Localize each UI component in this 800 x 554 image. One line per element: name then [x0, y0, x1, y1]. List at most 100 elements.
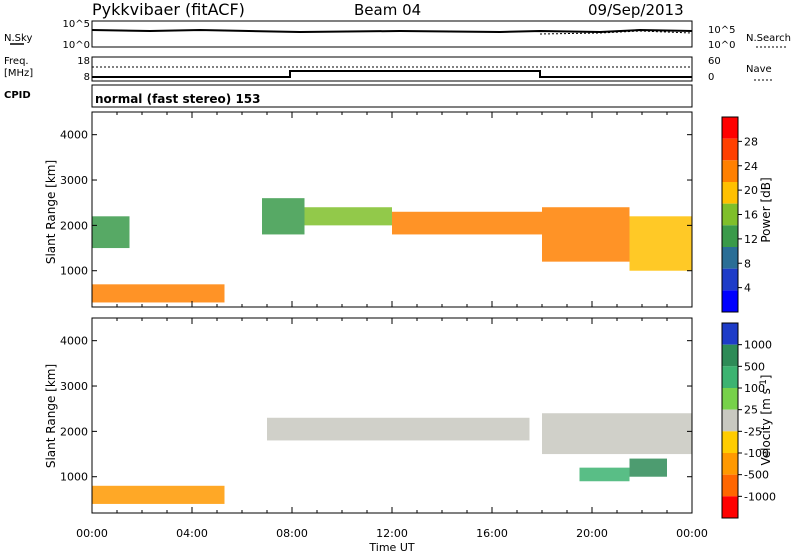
- velocity-panel: 1000 2000 3000 4000 Slant Range [km] 1000 50…: [44, 317, 776, 519]
- power-ytick-label: 3000: [60, 174, 88, 187]
- velocity-colorbar-segment: [722, 344, 738, 367]
- velocity-heatmap: [92, 413, 692, 504]
- power-panel: 1000 2000 3000 4000 Slant Range [km] 4 8 12 16…: [44, 111, 773, 313]
- power-heatmap: [92, 198, 692, 303]
- velocity-colorbar-tick-label: 500: [744, 360, 765, 373]
- power-colorbar-segment: [722, 290, 738, 312]
- time-tick-label: 00:00: [76, 527, 108, 540]
- nsearch-tick-top: 10^5: [708, 25, 735, 36]
- velocity-colorbar-frame: [721, 322, 739, 519]
- power-ytick-label: 4000: [60, 129, 88, 142]
- power-colorbar-segment: [722, 268, 738, 291]
- velocity-colorbar-tick-label: -25: [744, 425, 762, 438]
- time-axis: 00:00 04:00 08:00 12:00 16:00 20:00 00:00: [76, 527, 708, 540]
- power-colorbar-segment: [722, 225, 738, 247]
- power-region: [542, 207, 630, 262]
- velocity-colorbar-tick-label: 25: [744, 404, 758, 417]
- freq-panel: Freq. [MHz] 18 8 60 0 Nave: [4, 56, 774, 83]
- velocity-colorbar-segment: [722, 431, 738, 453]
- velocity-colorbar-tick-label: 1000: [744, 339, 772, 352]
- nsky-panel: N.Sky 10^5 10^0 10^5 10^0 N.Search: [4, 19, 791, 51]
- power-colorbar-tick-label: 4: [744, 282, 751, 295]
- nsky-tick-bottom: 10^0: [63, 40, 90, 51]
- nsearch-label: N.Search: [746, 33, 791, 44]
- power-colorbar-tick-label: 20: [744, 184, 758, 197]
- velocity-colorbar: 1000 500 100 25 -25 -100 -500 -1000: [721, 322, 776, 519]
- velocity-ytick-label: 2000: [60, 425, 88, 438]
- velocity-region: [542, 413, 692, 455]
- power-colorbar-tick-label: 24: [744, 160, 758, 173]
- velocity-region: [579, 467, 630, 482]
- velocity-label-close: ]: [759, 375, 773, 380]
- power-colorbar: 4 8 12 16 20 24 28: [721, 116, 758, 313]
- power-colorbar-tick-label: 12: [744, 233, 758, 246]
- velocity-colorbar-segment: [722, 409, 738, 432]
- power-region: [304, 207, 392, 226]
- power-colorbar-tick-label: 28: [744, 135, 758, 148]
- power-colorbar-segment: [722, 203, 738, 226]
- freq-label-2: [MHz]: [4, 68, 33, 79]
- time-tick-label: 08:00: [276, 527, 308, 540]
- time-tick-label: 12:00: [376, 527, 408, 540]
- freq-tick-top: 18: [77, 56, 90, 67]
- velocity-ytick-label: 3000: [60, 380, 88, 393]
- power-colorbar-segment: [722, 138, 738, 161]
- power-colorbar-tick-label: 16: [744, 209, 758, 222]
- plot-title: Pykkvibaer (fitACF): [92, 0, 245, 19]
- velocity-ytick-label: 4000: [60, 335, 88, 348]
- power-region: [392, 211, 542, 235]
- cpid-row: CPID normal (fast stereo) 153: [4, 84, 693, 108]
- nsearch-line: [539, 30, 693, 35]
- velocity-colorbar-tick-label: -500: [744, 469, 769, 482]
- nsearch-tick-bottom: 10^0: [708, 40, 735, 51]
- velocity-colorbar-segment: [722, 323, 738, 345]
- cpid-text: normal (fast stereo) 153: [95, 92, 261, 106]
- nsky-label: N.Sky: [4, 33, 32, 44]
- nsky-tick-top: 10^5: [63, 19, 90, 30]
- power-colorbar-segment: [722, 160, 738, 182]
- cpid-label: CPID: [4, 90, 31, 101]
- freq-line: [92, 70, 692, 78]
- velocity-region: [267, 417, 530, 441]
- velocity-colorbar-segment: [722, 474, 738, 497]
- power-ylabel: Slant Range [km]: [44, 160, 58, 264]
- power-colorbar-segment: [722, 182, 738, 204]
- velocity-colorbar-segment: [722, 453, 738, 475]
- date-label: 09/Sep/2013: [588, 1, 684, 19]
- velocity-label-text: Velocity [m s: [759, 388, 773, 465]
- power-region: [92, 284, 225, 303]
- nave-tick-bottom: 0: [708, 72, 714, 83]
- velocity-colorbar-segment: [722, 496, 738, 518]
- power-colorbar-segment: [722, 117, 738, 139]
- power-ytick-label: 2000: [60, 219, 88, 232]
- beam-label: Beam 04: [354, 1, 421, 19]
- power-colorbar-segment: [722, 247, 738, 269]
- velocity-colorbar-segment: [722, 388, 738, 410]
- power-colorbar-tick-label: 8: [744, 257, 751, 270]
- time-tick-label: 00:00: [676, 527, 708, 540]
- velocity-ylabel: Slant Range [km]: [44, 364, 58, 468]
- power-region: [262, 198, 305, 235]
- power-ytick-label: 1000: [60, 265, 88, 278]
- nave-tick-top: 60: [708, 56, 721, 67]
- velocity-label-exp: -1: [759, 379, 769, 388]
- power-colorbar-label: Power [dB]: [759, 177, 773, 242]
- time-tick-label: 16:00: [476, 527, 508, 540]
- power-region: [92, 216, 130, 249]
- velocity-colorbar-tick-label: -100: [744, 447, 769, 460]
- velocity-colorbar-segment: [722, 366, 738, 388]
- velocity-region: [629, 458, 667, 477]
- velocity-colorbar-tick-label: -1000: [744, 490, 776, 503]
- nsky-line: [91, 28, 693, 34]
- power-region: [629, 216, 692, 271]
- time-tick-label: 20:00: [576, 527, 608, 540]
- time-tick-label: 04:00: [176, 527, 208, 540]
- velocity-region: [92, 485, 225, 504]
- velocity-ytick-label: 1000: [60, 471, 88, 484]
- time-axis-label: Time UT: [368, 541, 414, 554]
- velocity-colorbar-tick-label: 100: [744, 382, 765, 395]
- freq-label-1: Freq.: [4, 56, 29, 67]
- nave-label: Nave: [746, 64, 772, 75]
- velocity-colorbar-label: Velocity [m s-1]: [759, 375, 773, 466]
